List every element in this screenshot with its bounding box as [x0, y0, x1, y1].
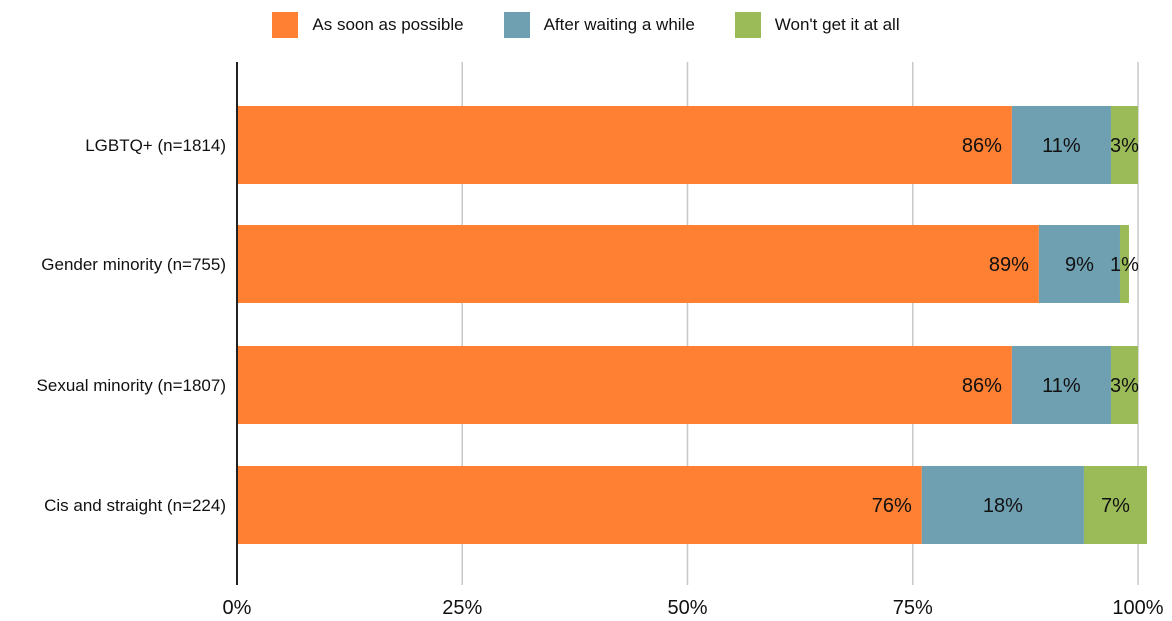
- category-label-2: Sexual minority (n=1807): [37, 376, 226, 395]
- data-label-3-series-1: 18%: [983, 495, 1023, 517]
- bar-2-series-2: [1110, 346, 1138, 424]
- bar-1-series-1: [1038, 225, 1120, 303]
- bar-2-series-1: [1011, 346, 1111, 424]
- x-tick-label-100: 100%: [1112, 597, 1163, 619]
- bar-0-series-1: [1011, 106, 1111, 184]
- data-label-1-series-1: 9%: [1065, 254, 1094, 276]
- data-label-2-series-1: 11%: [1042, 375, 1081, 397]
- data-label-3-series-0: 76%: [872, 495, 912, 517]
- legend-item-after-waiting: After waiting a while: [503, 12, 695, 38]
- data-label-0-series-1: 11%: [1042, 135, 1081, 157]
- data-label-2-series-0: 86%: [962, 375, 1002, 397]
- legend-item-wont-get: Won't get it at all: [734, 12, 900, 38]
- data-label-0-series-0: 86%: [962, 135, 1002, 157]
- bar-0-series-2: [1110, 106, 1138, 184]
- category-label-3: Cis and straight (n=224): [44, 496, 226, 515]
- data-label-0-series-2: 3%: [1110, 135, 1139, 157]
- legend-item-asap: As soon as possible: [272, 12, 464, 38]
- x-tick-label-75: 75%: [893, 597, 933, 619]
- legend-label-wont-get: Won't get it at all: [774, 15, 900, 34]
- bar-3-series-1: [921, 466, 1084, 544]
- category-label-0: LGBTQ+ (n=1814): [85, 136, 226, 155]
- bar-3-series-2: [1083, 466, 1148, 544]
- data-label-1-series-0: 89%: [989, 254, 1029, 276]
- category-label-1: Gender minority (n=755): [41, 255, 226, 274]
- legend-swatch-after-waiting: [503, 12, 530, 38]
- x-tick-label-0: 0%: [223, 597, 252, 619]
- bar-2-series-0: [237, 346, 1012, 424]
- bar-1-series-2: [1119, 225, 1129, 303]
- legend: As soon as possible After waiting a whil…: [0, 12, 1172, 38]
- bar-3-series-0: [237, 466, 922, 544]
- data-label-1-series-2: 1%: [1110, 254, 1139, 276]
- x-tick-label-25: 25%: [442, 597, 482, 619]
- legend-swatch-asap: [272, 12, 299, 38]
- legend-swatch-wont-get: [734, 12, 761, 38]
- x-tick-label-50: 50%: [667, 597, 707, 619]
- data-label-2-series-2: 3%: [1110, 375, 1139, 397]
- bar-1-series-0: [237, 225, 1039, 303]
- legend-label-after-waiting: After waiting a while: [543, 15, 695, 34]
- data-label-3-series-2: 7%: [1101, 495, 1130, 517]
- legend-label-asap: As soon as possible: [312, 15, 464, 34]
- bar-0-series-0: [237, 106, 1012, 184]
